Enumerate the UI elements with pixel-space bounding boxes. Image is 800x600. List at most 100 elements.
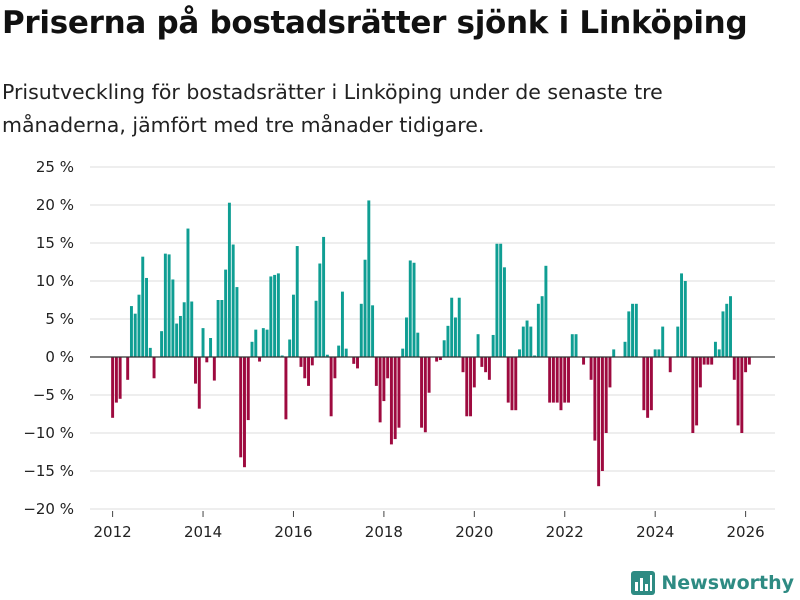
bar [322,236,326,357]
bar [197,357,201,409]
bar-series [111,200,751,487]
x-tick-label: 2012 [94,523,132,541]
bar [510,357,514,411]
bar [337,345,341,357]
bar [480,357,484,367]
bar [657,349,661,357]
y-tick-label: 25 % [36,158,74,176]
bar [303,357,307,379]
bar [378,357,382,423]
x-tick-label: 2026 [727,523,765,541]
bar [231,244,235,357]
bar [680,273,683,357]
bar [582,357,586,365]
bar [178,315,182,357]
bar [352,357,356,364]
bar [382,357,386,402]
bar [420,357,424,428]
bar [525,320,529,357]
bar [111,357,115,418]
bar [212,357,216,381]
bar [540,296,544,357]
bar [627,311,631,357]
bar [299,357,303,367]
bar [307,357,310,386]
bar [288,339,292,357]
bar [250,341,254,357]
x-tick-label: 2022 [546,523,584,541]
bar [589,357,593,380]
bar [227,202,231,357]
bar [276,273,280,357]
bar [265,329,269,357]
bar [461,357,465,373]
y-tick-label: 10 % [36,272,74,290]
x-tick-label: 2016 [274,523,312,541]
bar [137,294,141,357]
bar [698,357,702,388]
bar [401,348,405,357]
bar [491,334,495,357]
bar [310,357,314,366]
bar [435,357,439,362]
y-tick-label: 0 % [45,348,74,366]
grid-lines [90,166,775,510]
bar [148,347,152,357]
bar [412,262,416,357]
chart-title: Priserna på bostadsrätter sjönk i Linköp… [2,5,748,41]
bar [371,305,375,357]
bar [318,263,322,357]
bar [246,357,250,421]
newsworthy-bar-icon [631,571,656,595]
x-tick-label: 2018 [365,523,403,541]
bar [167,254,171,357]
bar [744,357,748,373]
x-tick-label: 2014 [184,523,222,541]
bar [284,357,288,420]
chart-subtitle: Prisutveckling för bostadsrätter i Linkö… [2,80,663,137]
newsworthy-logo: Newsworthy [631,571,794,595]
y-tick-label: −15 % [23,462,74,480]
bar [469,357,473,417]
bar [484,357,488,373]
y-tick-label: 20 % [36,196,74,214]
bar [280,355,284,357]
bar [725,303,729,357]
bar [133,313,137,357]
bar [472,357,476,388]
bar [254,329,258,357]
bar [736,357,740,426]
bar [145,277,148,357]
bar [563,357,567,403]
bar [235,287,239,357]
bar [190,301,194,357]
bar [152,357,156,379]
bar [325,354,329,357]
bar [344,348,348,357]
bar [544,265,548,357]
bar [495,243,499,357]
bar [623,341,627,357]
bar [465,357,469,417]
bar [600,357,604,471]
bar [314,300,318,357]
bar [631,303,635,357]
bar [163,253,167,357]
bar [129,306,133,357]
bar [608,357,612,388]
bar [186,228,190,357]
bar [555,357,559,403]
bar [604,357,608,433]
bar [194,357,197,384]
bar [446,325,450,357]
bar [220,300,224,357]
bar [521,326,525,357]
bar [740,357,744,433]
bar [593,357,597,441]
bar [487,357,491,380]
bar [239,357,243,458]
y-tick-label: 5 % [45,310,74,328]
bar [653,349,657,357]
bar [642,357,646,411]
